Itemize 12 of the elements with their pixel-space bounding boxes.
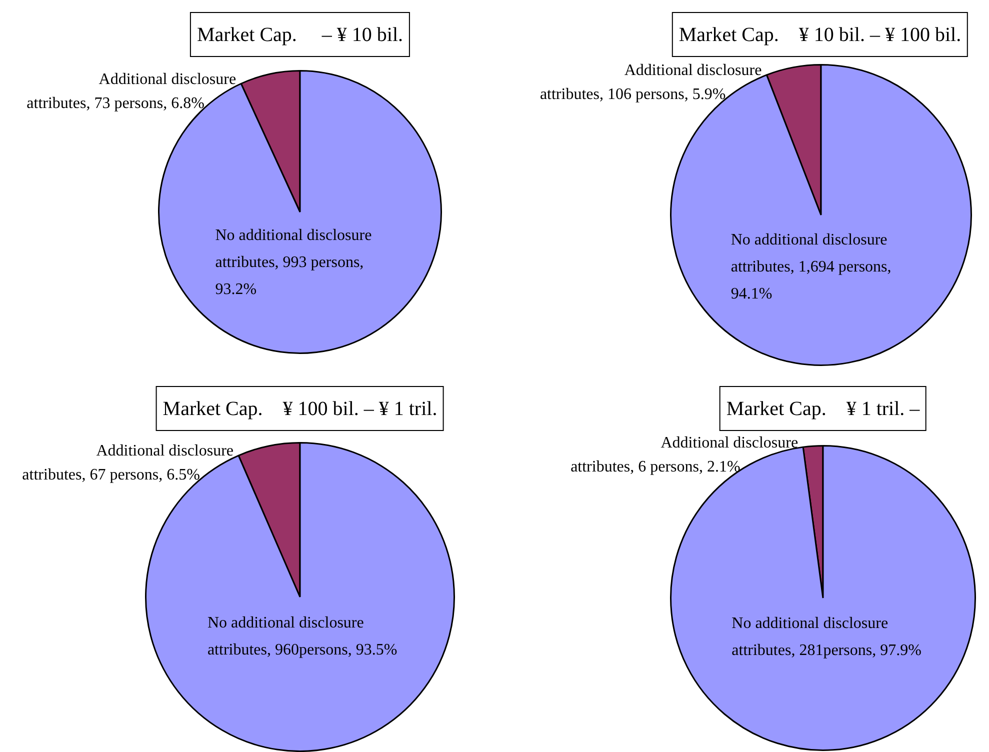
slice-label: No additional disclosure attributes, 281persons, 97.9%	[732, 615, 922, 660]
chart-title: Market Cap. – ¥ 10 bil.	[190, 12, 410, 57]
chart-title: Market Cap. ¥ 1 tril. –	[719, 386, 927, 431]
slice-label: Additional disclosure attributes, 6 persons, 2.1%	[570, 434, 798, 476]
chart-title: Market Cap. ¥ 10 bil. – ¥ 100 bil.	[672, 12, 968, 57]
slice-label: No additional disclosure attributes, 1,694 persons, 94.1%	[730, 232, 892, 303]
chart-title: Market Cap. ¥ 100 bil. – ¥ 1 tril.	[156, 386, 444, 431]
slice-label: Additional disclosure attributes, 67 persons, 6.5%	[22, 442, 234, 484]
slice-label: No additional disclosure attributes, 960persons, 93.5%	[207, 614, 398, 658]
slice-label: Additional disclosure attributes, 73 persons, 6.8%	[26, 70, 236, 112]
slice-label: Additional disclosure attributes, 106 persons, 5.9%	[540, 62, 762, 104]
slice-label: No additional disclosure attributes, 993 persons, 93.2%	[215, 227, 372, 298]
